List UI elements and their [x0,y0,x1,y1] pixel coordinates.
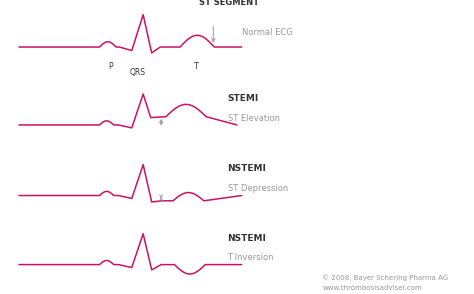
Text: ST Depression: ST Depression [228,184,288,193]
Text: NSTEMI: NSTEMI [228,164,266,173]
Text: www.thrombosisadviser.com: www.thrombosisadviser.com [322,285,422,291]
Text: QRS: QRS [129,68,146,77]
Text: © 2008, Bayer Schering Pharma AG: © 2008, Bayer Schering Pharma AG [322,275,448,281]
Text: STEMI: STEMI [228,94,259,103]
Text: ST SEGMENT: ST SEGMENT [199,0,259,7]
Text: ST Elevation: ST Elevation [228,114,280,123]
Text: T Inversion: T Inversion [228,253,274,263]
Text: NSTEMI: NSTEMI [228,233,266,243]
Text: T: T [194,62,199,71]
Text: P: P [108,62,113,71]
Text: Normal ECG: Normal ECG [242,28,292,37]
